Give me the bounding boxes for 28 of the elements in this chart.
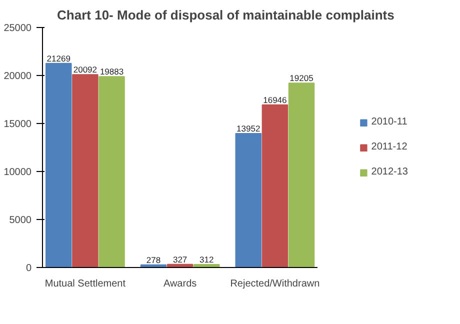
bar — [235, 133, 262, 268]
data-label: 278 — [146, 254, 161, 265]
x-tick-label: Mutual Settlement — [44, 278, 126, 290]
bar — [262, 104, 288, 268]
chart-title: Chart 10- Mode of disposal of maintainable complaints — [57, 8, 394, 22]
bar — [98, 76, 125, 268]
data-label: 13952 — [236, 124, 260, 134]
data-label: 20092 — [73, 64, 98, 75]
y-tick-label: 0 — [26, 263, 32, 274]
data-label: 312 — [200, 254, 214, 265]
legend-label: 2011-12 — [371, 142, 408, 152]
x-tick-label: Awards — [163, 278, 197, 290]
y-tick-label: 20000 — [4, 71, 32, 82]
y-tick-label: 10000 — [4, 167, 32, 178]
legend-label: 2010-11 — [371, 116, 408, 128]
data-label: 21269 — [46, 53, 71, 64]
data-label: 16946 — [263, 94, 288, 105]
y-tick-label: 25000 — [4, 23, 32, 34]
y-tick-label: 15000 — [4, 119, 32, 130]
data-label: 19205 — [290, 73, 314, 84]
bar — [46, 62, 72, 268]
data-label: 327 — [172, 254, 188, 264]
bar — [288, 82, 315, 268]
x-tick-label: Rejected/Withdrawn — [230, 278, 320, 290]
data-label: 19883 — [100, 66, 124, 77]
bar — [72, 74, 98, 268]
y-tick-label: 5000 — [9, 215, 32, 226]
legend-label: 2012-13 — [371, 166, 408, 178]
